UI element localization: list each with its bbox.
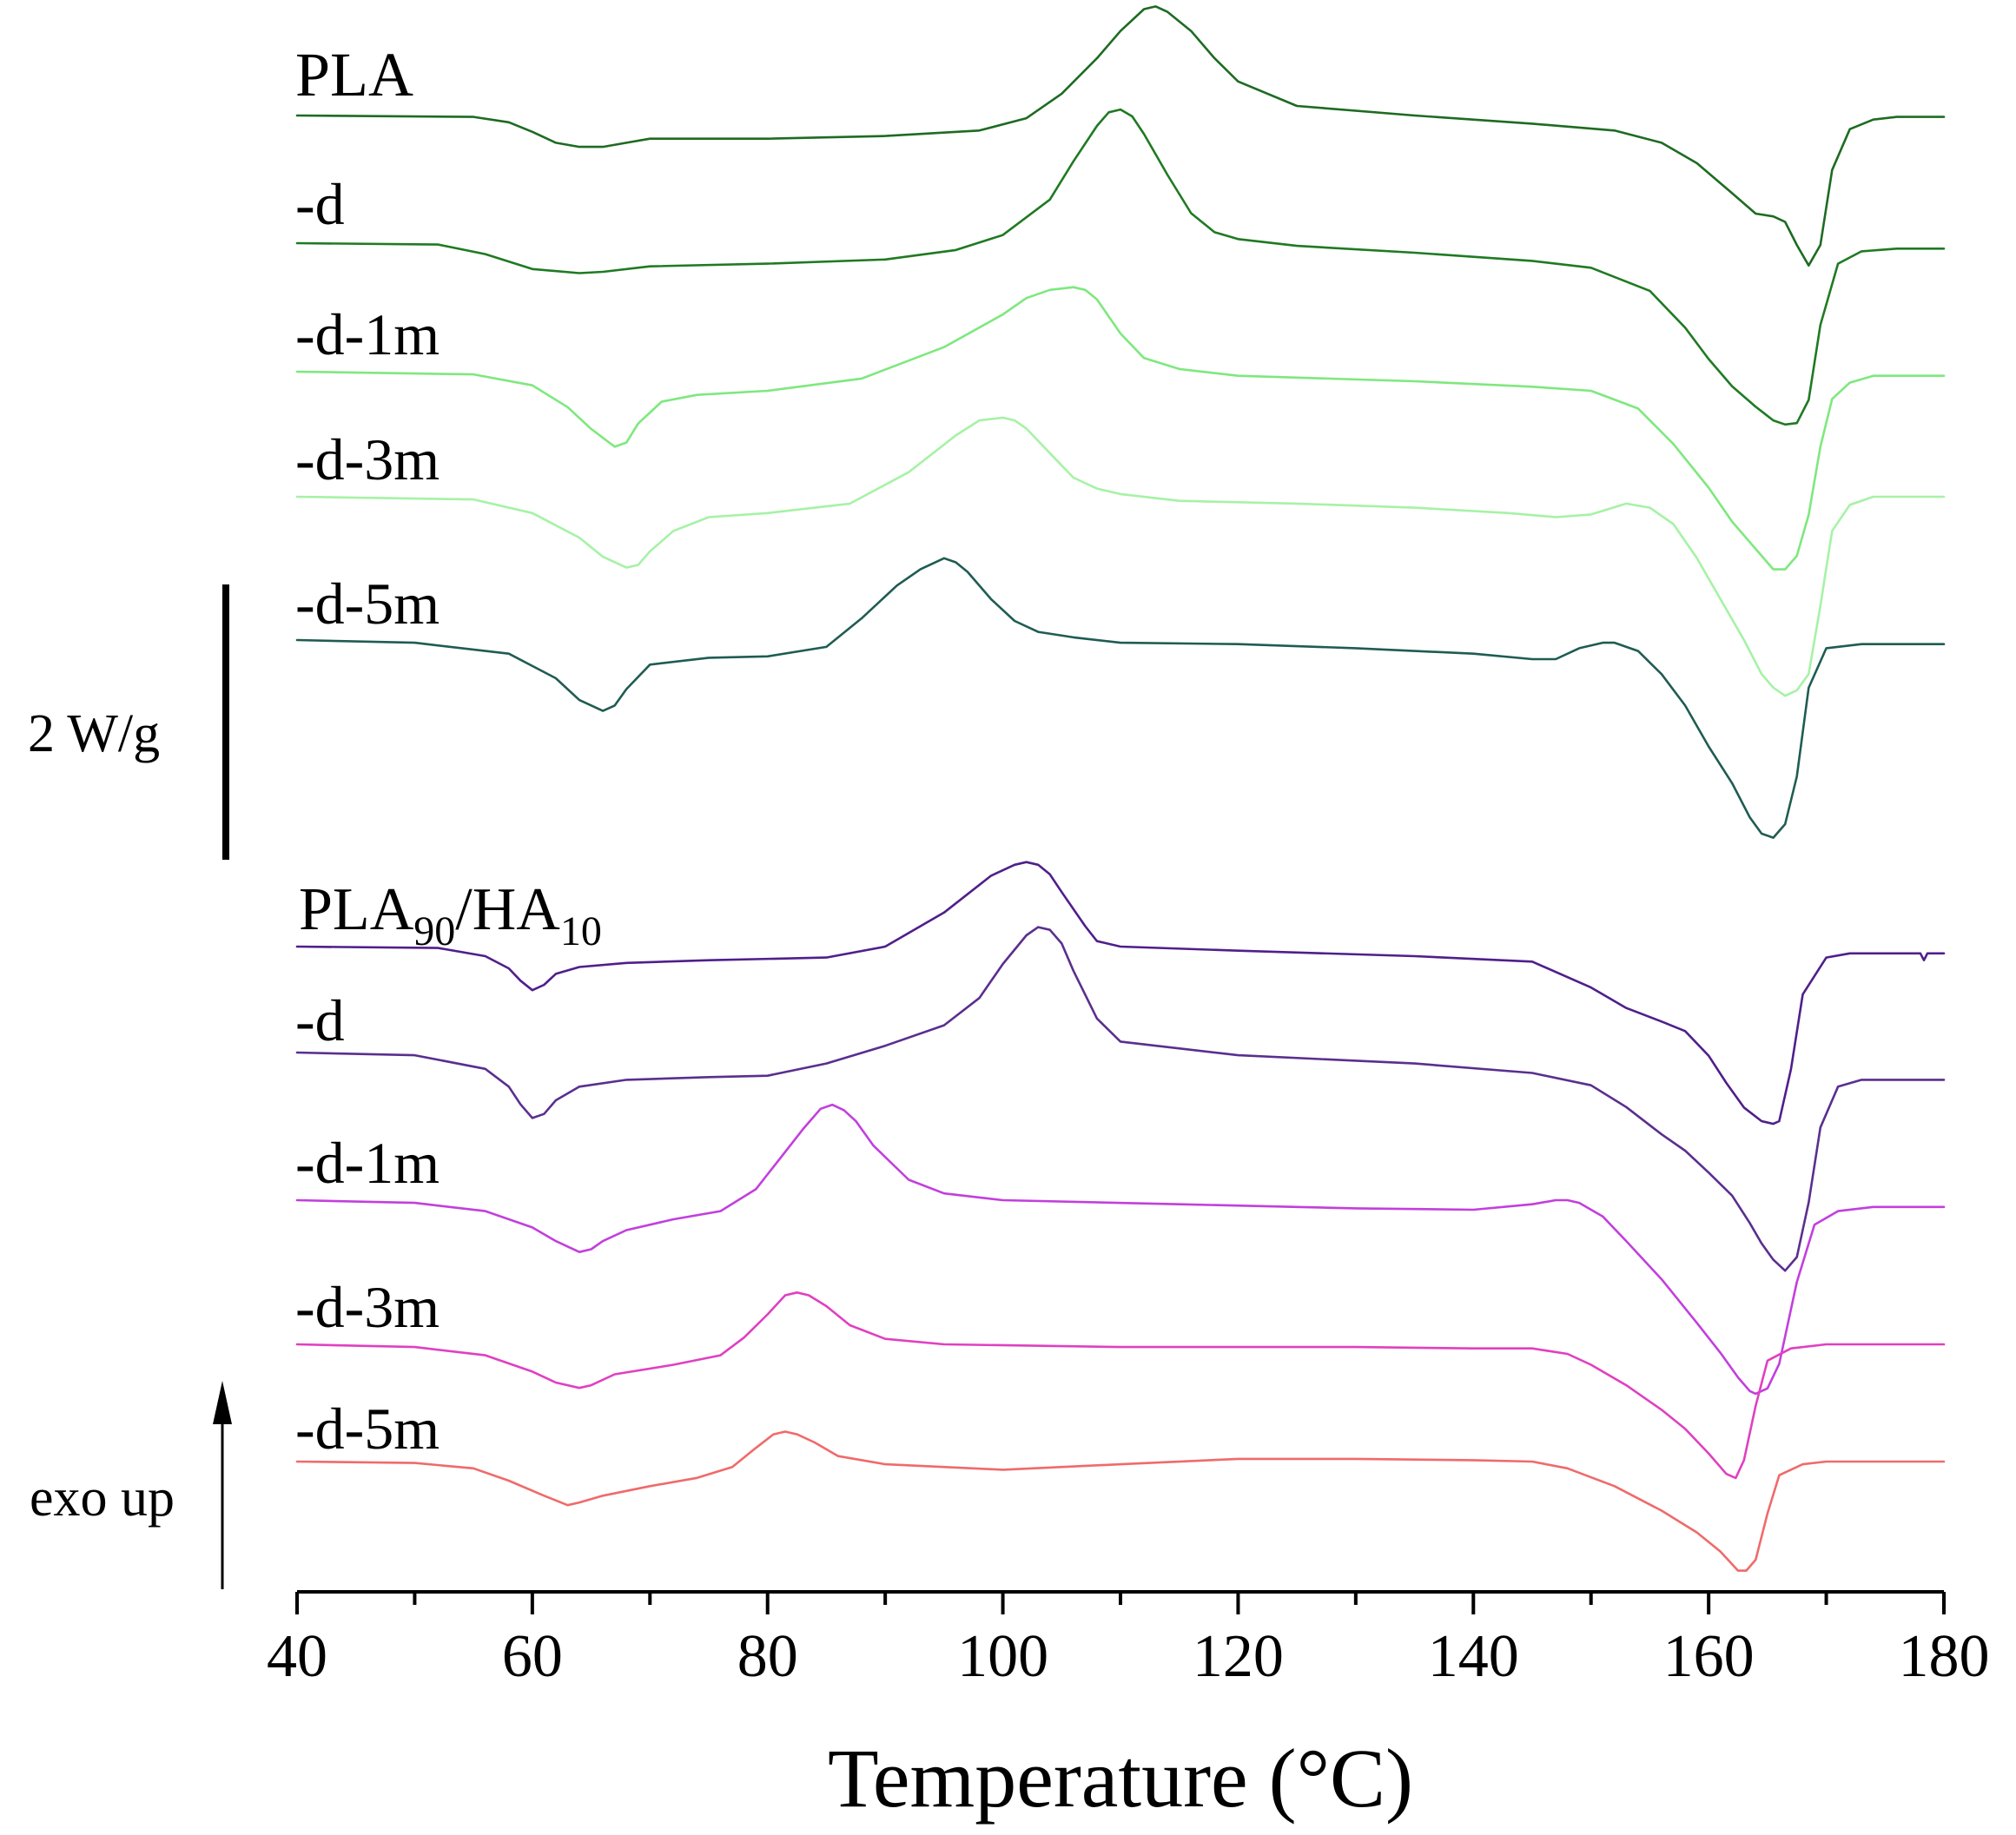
curve-label-pla-d-1m: -d-1m — [295, 301, 440, 367]
x-tick-label-140: 140 — [1428, 1623, 1519, 1690]
curve-pla90-ha10-d — [295, 926, 1946, 1272]
scale-bar-label: 2 W/g — [28, 704, 160, 763]
x-axis-ticks: 40 60 80 100 120 140 160 180 — [267, 1592, 1990, 1690]
x-tick-label-160: 160 — [1663, 1623, 1755, 1690]
curve-pla-d-1m — [295, 286, 1946, 571]
x-tick-label-180: 180 — [1899, 1623, 1990, 1690]
x-tick-label-40: 40 — [267, 1623, 327, 1690]
curve-label-pla90-d-3m: -d-3m — [295, 1274, 440, 1340]
exo-arrow-head — [213, 1381, 232, 1424]
curve-label-pla-d: -d — [295, 171, 345, 237]
curves-layer — [295, 5, 1946, 1572]
x-tick-label-60: 60 — [502, 1623, 563, 1690]
x-tick-label-100: 100 — [957, 1623, 1048, 1690]
curve-pla-d — [295, 108, 1946, 426]
curve-label-pla90-d-1m: -d-1m — [295, 1130, 440, 1196]
x-axis-title: Temperature (°C) — [828, 1732, 1413, 1825]
curve-pla90-ha10-d-5m — [295, 1430, 1946, 1572]
curve-label-pla: PLA — [295, 40, 413, 109]
curve-label-pla90-d: -d — [295, 987, 345, 1053]
curve-pla-d-3m — [295, 416, 1946, 697]
curve-label-pla90-d-5m: -d-5m — [295, 1396, 440, 1462]
curve-pla — [295, 5, 1946, 267]
curve-label-pla90-ha10: PLA90/HA10 — [299, 876, 602, 954]
x-tick-label-80: 80 — [737, 1623, 798, 1690]
x-tick-label-120: 120 — [1193, 1623, 1284, 1690]
curve-pla90-ha10-d-1m — [295, 1103, 1946, 1396]
exo-up-label: exo up — [30, 1469, 175, 1528]
curve-pla90-ha10-d-3m — [295, 1291, 1946, 1480]
curve-label-pla-d-5m: -d-5m — [295, 571, 440, 637]
curve-pla90-ha10 — [295, 861, 1946, 1125]
curve-label-pla-d-3m: -d-3m — [295, 426, 440, 492]
curve-pla-d-5m — [295, 557, 1946, 839]
